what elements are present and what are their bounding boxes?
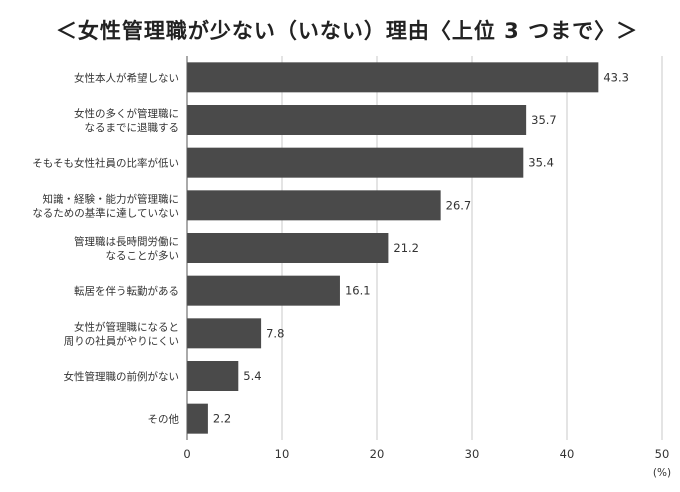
category-label: 転居を伴う転勤がある — [74, 285, 179, 298]
category-label-line: 知識・経験・能力が管理職に — [43, 192, 180, 205]
x-tick-label: 0 — [183, 447, 190, 461]
category-label-line: 女性が管理職になると — [74, 320, 179, 333]
value-label: 35.4 — [528, 156, 554, 170]
category-label-line: そもそも女性社員の比率が低い — [32, 157, 179, 170]
bar — [187, 275, 340, 306]
category-label: その他 — [148, 413, 180, 426]
category-label-line: なるまでに退職する — [85, 122, 180, 134]
bars — [187, 62, 599, 434]
bar — [187, 318, 262, 349]
bar — [187, 62, 599, 93]
x-axis: 0 10 20 30 40 50 (%) — [183, 56, 671, 479]
value-label: 16.1 — [345, 284, 371, 298]
category-label-line: 女性管理職の前例がない — [64, 370, 180, 383]
bar — [187, 361, 239, 391]
bar — [187, 233, 389, 263]
bar — [187, 105, 527, 135]
value-label: 2.2 — [213, 412, 231, 426]
category-label: 女性が管理職になると周りの社員がやりにくい — [64, 320, 179, 347]
category-label: 女性の多くが管理職になるまでに退職する — [74, 107, 179, 134]
bar — [187, 403, 208, 434]
category-label-line: なるための基準に達していない — [32, 206, 179, 219]
category-label-line: 転居を伴う転勤がある — [74, 285, 179, 298]
value-label: 21.2 — [393, 241, 419, 255]
x-tick-label: 50 — [655, 447, 670, 461]
category-label: 女性管理職の前例がない — [64, 370, 180, 383]
category-labels: 女性本人が希望しない女性の多くが管理職になるまでに退職するそもそも女性社員の比率… — [32, 71, 179, 425]
category-label-line: 管理職は長時間労働に — [74, 235, 179, 248]
category-label: そもそも女性社員の比率が低い — [32, 157, 179, 170]
value-label: 43.3 — [603, 70, 629, 84]
x-tick-label: 20 — [370, 447, 385, 461]
category-label: 知識・経験・能力が管理職になるための基準に達していない — [32, 192, 179, 219]
value-label: 26.7 — [446, 198, 472, 212]
value-label: 35.7 — [531, 113, 557, 127]
value-label: 5.4 — [243, 369, 261, 383]
x-unit-label: (%) — [653, 467, 671, 479]
value-labels: 43.3 35.7 35.4 26.7 21.2 16.1 7.8 5.4 2.2 — [213, 70, 629, 425]
bar — [187, 190, 441, 221]
category-label: 女性本人が希望しない — [74, 71, 179, 84]
x-tick-label: 30 — [465, 447, 480, 461]
category-label-line: なることが多い — [106, 249, 180, 262]
x-tick-label: 40 — [560, 447, 575, 461]
category-label: 管理職は長時間労働になることが多い — [74, 235, 179, 262]
bar — [187, 147, 524, 178]
x-tick-label: 10 — [275, 447, 290, 461]
category-label-line: 女性本人が希望しない — [74, 71, 179, 84]
value-label: 7.8 — [266, 326, 284, 340]
category-label-line: 女性の多くが管理職に — [74, 107, 179, 120]
category-label-line: その他 — [148, 413, 180, 426]
chart-title: ＜女性管理職が少ない（いない）理由〈上位 3 つまで〉＞ — [56, 19, 638, 43]
category-label-line: 周りの社員がやりにくい — [64, 334, 179, 347]
